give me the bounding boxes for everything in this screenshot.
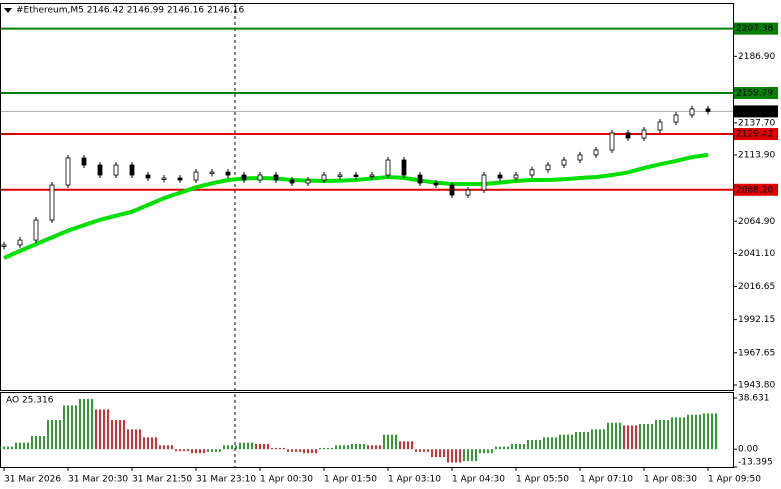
candle — [385, 159, 391, 176]
ao-pane — [0, 392, 734, 468]
x-tick-label: 1 Apr 01:50 — [324, 475, 377, 485]
x-tick-label: 1 Apr 07:10 — [580, 475, 633, 485]
level-box — [734, 22, 778, 35]
candle — [545, 164, 551, 171]
candle — [129, 164, 135, 176]
candle — [257, 174, 263, 181]
candle — [689, 108, 695, 116]
level-box — [734, 128, 778, 141]
candle — [497, 174, 503, 179]
candle — [209, 171, 215, 174]
y-tick-label: 1943.80 — [738, 380, 775, 390]
candle — [609, 132, 615, 151]
level-box — [734, 183, 778, 196]
candle — [561, 159, 567, 166]
candle — [625, 132, 631, 139]
candle — [577, 154, 583, 161]
y-tick-label: 2016.65 — [738, 282, 775, 292]
x-tick-label: 31 Mar 2026 — [4, 475, 61, 485]
candle — [321, 174, 327, 181]
candle — [273, 174, 279, 181]
candle — [177, 177, 183, 181]
ao-title: AO 25.316 — [6, 396, 54, 406]
candle — [1, 244, 7, 247]
level-label: 2146.16 — [736, 107, 773, 117]
candle — [481, 174, 487, 191]
candle — [113, 164, 119, 176]
candle — [705, 108, 711, 112]
moving-average — [3, 152, 709, 260]
candle — [641, 129, 647, 139]
y-tick-label: 1992.15 — [738, 315, 775, 325]
y-tick-label: 2137.70 — [738, 118, 775, 128]
candle — [17, 239, 23, 246]
candle — [33, 219, 39, 241]
candle — [401, 159, 407, 176]
candle — [193, 171, 199, 181]
candle — [593, 149, 599, 156]
y-tick-label: 2041.10 — [738, 249, 775, 259]
candle — [369, 174, 375, 177]
y-tick-label: 2113.90 — [738, 151, 775, 161]
y-tick-label: 2186.90 — [738, 52, 775, 62]
level-label: 2159.79 — [736, 88, 773, 98]
candle — [513, 174, 519, 179]
candle — [417, 174, 423, 184]
candle — [305, 179, 311, 184]
x-tick-label: 31 Mar 23:10 — [196, 475, 256, 485]
x-tick-label: 1 Apr 00:30 — [260, 475, 313, 485]
x-tick-label: 1 Apr 03:10 — [388, 475, 441, 485]
x-tick-label: 1 Apr 04:30 — [452, 475, 505, 485]
x-tick-label: 1 Apr 05:50 — [516, 475, 569, 485]
x-tick-label: 31 Mar 20:30 — [68, 475, 128, 485]
y-tick-label: 1967.65 — [738, 348, 775, 358]
candle — [289, 179, 295, 184]
candle — [97, 164, 103, 176]
y-tick-label: -13.395 — [738, 458, 773, 468]
level-label: 2088.20 — [736, 185, 773, 195]
x-tick-label: 1 Apr 09:50 — [708, 475, 761, 485]
candle — [353, 174, 359, 177]
x-tick-label: 31 Mar 21:50 — [132, 475, 192, 485]
candle — [241, 174, 247, 181]
level-label: 2207.38 — [736, 24, 773, 34]
candle — [673, 114, 679, 123]
candle — [161, 177, 167, 180]
candle — [225, 171, 231, 176]
chart-title: #Ethereum,M5 2146.42 2146.99 2146.16 214… — [16, 6, 244, 16]
candle — [65, 157, 71, 186]
menu-arrow — [4, 8, 12, 13]
price-pane — [0, 3, 734, 391]
candle — [433, 182, 439, 186]
candle — [81, 157, 87, 166]
candle — [337, 174, 343, 177]
candle — [465, 189, 471, 196]
candle — [529, 169, 535, 176]
y-tick-label: 2064.90 — [738, 217, 775, 227]
x-tick-label: 1 Apr 08:30 — [644, 475, 697, 485]
level-label: 2129.42 — [736, 130, 773, 140]
candle — [449, 184, 455, 196]
candle — [657, 121, 663, 131]
level-box — [734, 105, 778, 118]
y-tick-label: 38.631 — [738, 394, 770, 404]
y-tick-label: 0.00 — [738, 445, 758, 455]
candle — [49, 184, 55, 221]
level-box — [734, 86, 778, 99]
candle — [145, 174, 151, 179]
